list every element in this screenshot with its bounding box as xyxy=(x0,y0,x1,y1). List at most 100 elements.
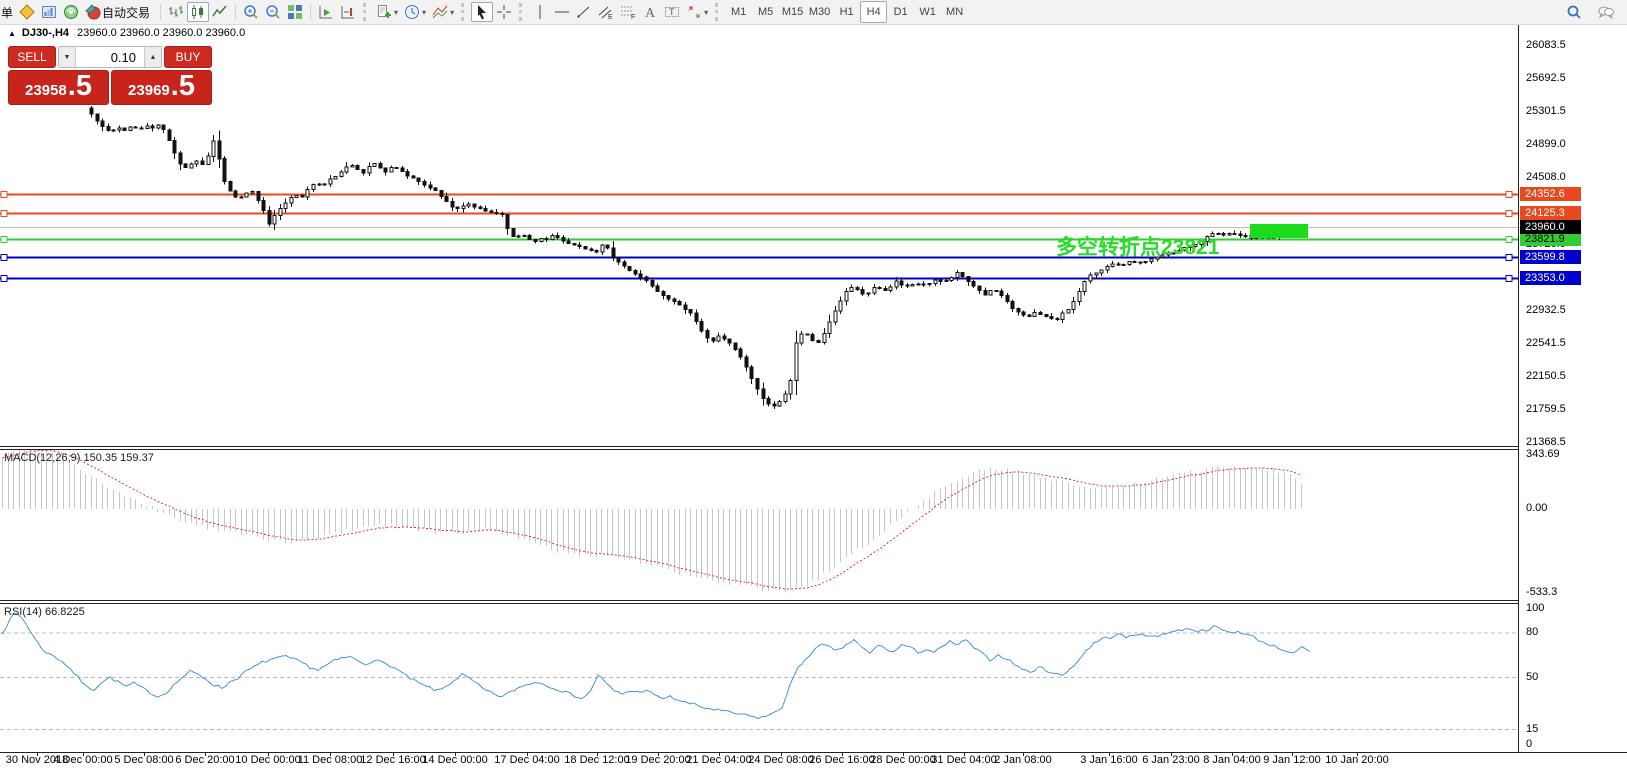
toolbar-right-group xyxy=(1563,2,1617,22)
time-axis-label: 6 Jan 23:00 xyxy=(1142,754,1200,766)
buy-price-main: 23969 xyxy=(128,82,170,99)
price-tick-label: 25301.5 xyxy=(1526,105,1566,117)
buy-price-fraction: .5 xyxy=(170,70,195,102)
profiles-button[interactable]: ▾ xyxy=(401,2,429,22)
arrows-tool-button[interactable]: ▾ xyxy=(683,2,711,22)
toolbar-grip xyxy=(519,3,525,21)
bear-candles xyxy=(89,107,1276,407)
rsi-tick-label: 100 xyxy=(1526,602,1545,614)
fibo-icon: F xyxy=(621,6,635,20)
zoom-out-icon xyxy=(266,5,280,19)
svg-text:A: A xyxy=(645,6,656,20)
timeframe-h4-button[interactable]: H4 xyxy=(860,1,888,23)
market-watch-button[interactable] xyxy=(38,2,60,22)
tile-icon xyxy=(288,5,303,19)
tile-windows-button[interactable] xyxy=(284,2,306,22)
toolbar-grip xyxy=(715,3,721,21)
text-label-tool-button[interactable]: T xyxy=(661,2,683,22)
time-axis-label: 21 Dec 04:00 xyxy=(686,754,752,766)
chart-window-title: ▲ DJ30-,H4 23960.0 23960.0 23960.0 23960.0 xyxy=(8,27,245,39)
equidistant-channel-tool-button[interactable]: E xyxy=(595,2,617,22)
main-toolbar: 单 自动交易 ▾ ▾ ▾ E F A T ▾ M1 M5 M15 M30 H1 H4 D1 W1 MN xyxy=(0,0,1627,25)
macd-tick-label: 343.69 xyxy=(1526,448,1560,460)
candlestick-chart-button[interactable] xyxy=(187,2,210,22)
sell-price-display[interactable]: 23958 .5 xyxy=(8,70,109,105)
sell-price-main: 23958 xyxy=(25,82,67,99)
panel-separators[interactable] xyxy=(0,446,1627,753)
timeframe-m5-button[interactable]: M5 xyxy=(757,6,774,18)
svg-text:F: F xyxy=(631,14,635,20)
cursor-tool-button[interactable] xyxy=(471,2,494,22)
autotrading-button[interactable]: 自动交易 xyxy=(82,2,156,22)
time-axis-label: 31 Dec 04:00 xyxy=(931,754,997,766)
bars-icon xyxy=(169,6,184,17)
timeframe-m30-button[interactable]: M30 xyxy=(808,6,831,18)
ohlc-values: 23960.0 23960.0 23960.0 23960.0 xyxy=(77,27,246,39)
zoom-out-button[interactable] xyxy=(262,2,284,22)
new-order-button[interactable] xyxy=(16,2,38,22)
text-tool-button[interactable]: A xyxy=(639,2,661,22)
highlight-rectangle[interactable] xyxy=(1250,224,1308,238)
volume-stepper: ▼ 0.10 ▲ xyxy=(58,46,162,68)
timeframe-m1-button[interactable]: M1 xyxy=(730,6,747,18)
hline-price-tag: 23599.8 xyxy=(1520,250,1581,264)
macd-tick-label: -533.3 xyxy=(1526,586,1558,598)
time-axis-label: 12 Dec 16:00 xyxy=(360,754,426,766)
toolbar-separator xyxy=(310,4,312,20)
rsi-indicator-label: RSI(14) 66.8225 xyxy=(4,606,85,618)
new-order-label[interactable]: 单 xyxy=(1,5,14,20)
chat-icon xyxy=(1598,6,1614,20)
timeframe-d1-button[interactable]: D1 xyxy=(893,6,908,18)
trendline-tool-button[interactable] xyxy=(573,2,595,22)
horizontal-line-tool-button[interactable] xyxy=(551,2,573,22)
volume-decrease-button[interactable]: ▼ xyxy=(59,47,76,67)
time-axis-label: 26 Dec 16:00 xyxy=(809,754,875,766)
line-chart-button[interactable] xyxy=(209,2,231,22)
collapse-triangle-icon[interactable]: ▲ xyxy=(8,29,16,38)
sell-button[interactable]: SELL xyxy=(8,46,56,68)
volume-input[interactable]: 0.10 xyxy=(76,47,144,67)
autotrade-icon xyxy=(85,4,101,20)
signal-icon xyxy=(64,5,79,19)
price-tick-label: 24508.0 xyxy=(1526,171,1566,183)
timeframe-w1-button[interactable]: W1 xyxy=(919,6,936,18)
search-button[interactable] xyxy=(1563,2,1585,22)
chat-button[interactable] xyxy=(1595,2,1617,22)
time-axis-label: 19 Dec 20:00 xyxy=(625,754,691,766)
trendline-icon xyxy=(577,6,590,18)
volume-increase-button[interactable]: ▲ xyxy=(144,47,161,67)
crosshair-tool-button[interactable] xyxy=(493,2,515,22)
macd-histogram xyxy=(2,450,1302,593)
buy-price-display[interactable]: 23969 .5 xyxy=(111,70,212,105)
auto-scroll-button[interactable] xyxy=(315,2,337,22)
zoom-in-button[interactable] xyxy=(240,2,262,22)
indicators-button[interactable]: ▾ xyxy=(429,2,457,22)
time-axis-label: 11 Dec 08:00 xyxy=(297,754,363,766)
bar-chart-button[interactable] xyxy=(165,2,187,22)
fibonacci-tool-button[interactable]: F xyxy=(617,2,639,22)
time-axis-label: 5 Dec 08:00 xyxy=(114,754,174,766)
signals-button[interactable] xyxy=(60,2,82,22)
chart-shift-button[interactable] xyxy=(337,2,359,22)
buy-button[interactable]: BUY xyxy=(164,46,212,68)
time-axis-label: 4 Dec 00:00 xyxy=(53,754,113,766)
new-chart-button[interactable]: ▾ xyxy=(373,2,401,22)
pivot-annotation-text[interactable]: 多空转折点23821 xyxy=(1056,236,1220,259)
timeframe-h1-button[interactable]: H1 xyxy=(839,6,854,18)
time-axis-label: 10 Jan 20:00 xyxy=(1325,754,1389,766)
time-axis[interactable]: 30 Nov 2018 4 Dec 00:00 5 Dec 08:00 6 Dec 2… xyxy=(0,753,1627,768)
timeframe-mn-button[interactable]: MN xyxy=(946,6,964,18)
timeframe-m15-button[interactable]: M15 xyxy=(781,6,804,18)
hline-price-tag: 23353.0 xyxy=(1520,271,1581,285)
cursor-icon xyxy=(478,5,487,20)
price-axis[interactable]: 26083.525692.525301.524899.024508.023726… xyxy=(1519,24,1627,752)
price-tick-label: 21759.5 xyxy=(1526,403,1566,415)
candles-icon xyxy=(192,5,204,19)
vertical-line-tool-button[interactable] xyxy=(529,2,551,22)
gold-diamond-icon xyxy=(19,4,35,20)
text-icon: A xyxy=(645,6,656,20)
time-axis-label: 30 Nov 2018 xyxy=(5,754,69,766)
time-axis-label: 14 Dec 00:00 xyxy=(422,754,488,766)
sell-price-fraction: .5 xyxy=(67,70,92,102)
time-axis-label: 18 Dec 12:00 xyxy=(564,754,630,766)
